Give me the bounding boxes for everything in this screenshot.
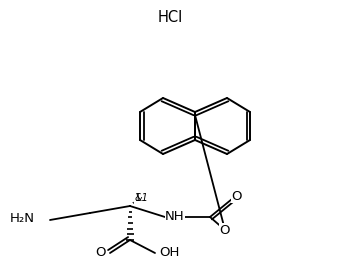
Text: O: O: [232, 190, 242, 202]
Text: HCl: HCl: [157, 11, 183, 26]
Text: O: O: [220, 224, 230, 237]
Text: OH: OH: [159, 246, 180, 258]
Text: ̘1: ̘1: [135, 192, 141, 204]
Text: &1: &1: [135, 193, 149, 203]
Text: H₂N: H₂N: [10, 211, 35, 224]
Text: O: O: [96, 246, 106, 258]
Text: NH: NH: [165, 210, 185, 223]
